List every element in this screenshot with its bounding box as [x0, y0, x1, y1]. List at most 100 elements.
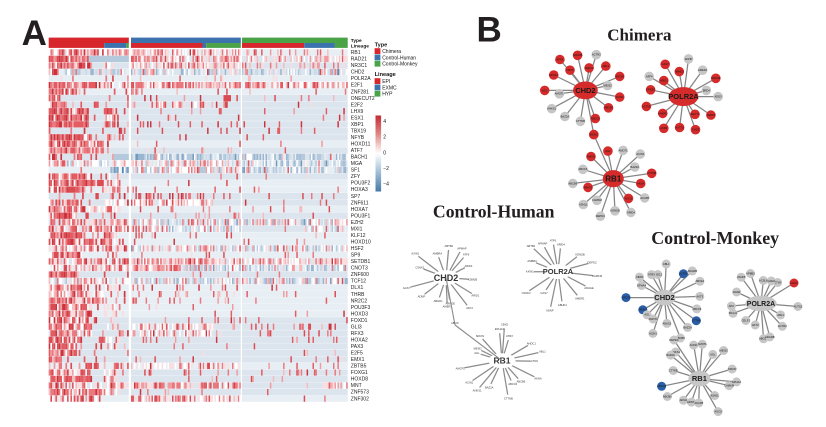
svg-text:ARID1: ARID1: [471, 294, 479, 298]
svg-text:CAMKM: CAMKM: [592, 198, 603, 202]
svg-text:ABL1: ABL1: [777, 313, 784, 317]
svg-text:CREB1: CREB1: [646, 88, 655, 92]
svg-text:ABHD1: ABHD1: [675, 70, 684, 74]
svg-text:AUTS2: AUTS2: [794, 304, 803, 308]
svg-text:ATF6: ATF6: [550, 239, 557, 243]
svg-text:SRCIN: SRCIN: [616, 74, 624, 78]
svg-text:CTTNB: CTTNB: [504, 397, 513, 401]
svg-text:ABCE1: ABCE1: [695, 279, 704, 283]
svg-text:ABCE1: ABCE1: [759, 337, 768, 341]
svg-text:MEIS2: MEIS2: [604, 84, 613, 88]
svg-text:CBX5: CBX5: [636, 275, 644, 279]
svg-text:KLF12: KLF12: [351, 233, 366, 239]
svg-text:AUTS2: AUTS2: [675, 125, 684, 129]
svg-text:CHD3: CHD3: [692, 128, 700, 132]
svg-text:HOXA7: HOXA7: [351, 207, 368, 213]
svg-text:HOXD8: HOXD8: [351, 377, 368, 383]
svg-text:CSNK2: CSNK2: [415, 265, 424, 269]
svg-text:DEPDC: DEPDC: [587, 260, 596, 264]
svg-text:LHX9: LHX9: [351, 109, 364, 115]
svg-text:ABHD1: ABHD1: [558, 303, 567, 307]
svg-text:AMBRA: AMBRA: [527, 259, 537, 263]
svg-text:AHDC1: AHDC1: [653, 272, 663, 276]
svg-text:Type: Type: [375, 42, 388, 48]
svg-text:BRD4: BRD4: [703, 88, 711, 92]
svg-text:AMOTL: AMOTL: [698, 342, 708, 346]
svg-text:Lineage: Lineage: [375, 72, 396, 78]
svg-text:ADGRB: ADGRB: [573, 53, 583, 57]
svg-text:ZNF281: ZNF281: [351, 89, 369, 95]
svg-text:BAZ2A: BAZ2A: [631, 165, 640, 169]
svg-text:CTTNB: CTTNB: [669, 368, 678, 372]
svg-text:Type: Type: [351, 38, 362, 44]
svg-text:ARID4: ARID4: [464, 264, 472, 268]
svg-text:HOXD3: HOXD3: [351, 311, 368, 317]
svg-text:SRCIN: SRCIN: [622, 296, 630, 300]
svg-text:ADNP: ADNP: [546, 309, 554, 313]
svg-text:Control-Human: Control-Human: [382, 55, 416, 61]
svg-text:NR2C2: NR2C2: [351, 298, 368, 304]
svg-text:ANKRD: ANKRD: [658, 111, 667, 115]
svg-text:BAZ2A: BAZ2A: [561, 114, 570, 118]
svg-text:AXIN1: AXIN1: [411, 252, 419, 256]
svg-text:ABCB6: ABCB6: [568, 181, 577, 185]
svg-text:ABCC6: ABCC6: [692, 307, 701, 311]
svg-text:ABCB6: ABCB6: [676, 336, 685, 340]
svg-text:BCL11: BCL11: [729, 311, 738, 315]
svg-text:ABCC6: ABCC6: [451, 322, 459, 325]
svg-text:−2: −2: [383, 166, 389, 172]
svg-text:CTTNB: CTTNB: [692, 319, 701, 323]
svg-text:ABCC6: ABCC6: [508, 382, 517, 386]
svg-text:CHD2: CHD2: [654, 293, 674, 302]
svg-text:B: B: [477, 11, 502, 50]
svg-text:CSNK2: CSNK2: [522, 291, 531, 295]
svg-text:POU3F1: POU3F1: [351, 213, 371, 219]
svg-text:ABL1: ABL1: [663, 262, 670, 266]
svg-text:AKNA: AKNA: [637, 181, 645, 185]
svg-text:ABTB2: ABTB2: [527, 244, 536, 248]
svg-text:ABL1: ABL1: [539, 350, 546, 354]
svg-text:HSF2: HSF2: [351, 246, 364, 252]
svg-text:RFX3: RFX3: [351, 331, 364, 337]
svg-text:HOXD11: HOXD11: [351, 142, 371, 148]
svg-text:MNT: MNT: [351, 383, 362, 389]
svg-text:GAS7: GAS7: [540, 291, 548, 295]
svg-text:ARNT2: ARNT2: [687, 400, 696, 404]
svg-text:ACTR2: ACTR2: [592, 53, 601, 57]
svg-text:SETDB1: SETDB1: [351, 259, 371, 265]
svg-text:ANKS1: ANKS1: [587, 154, 596, 158]
svg-text:ASH1L: ASH1L: [710, 393, 719, 397]
svg-text:ALDH1: ALDH1: [767, 279, 776, 283]
svg-text:AMOTL: AMOTL: [555, 92, 565, 96]
svg-text:EPHA4: EPHA4: [732, 380, 741, 384]
svg-text:ABCB6: ABCB6: [516, 380, 525, 384]
svg-text:ABL1: ABL1: [603, 64, 610, 68]
svg-text:TBX19: TBX19: [351, 128, 367, 134]
svg-text:APMAP: APMAP: [457, 246, 467, 250]
svg-text:EPI: EPI: [382, 79, 390, 85]
svg-text:MEIS2: MEIS2: [639, 308, 648, 312]
svg-text:ADGRB: ADGRB: [688, 269, 698, 273]
svg-text:POLR2A: POLR2A: [351, 76, 371, 82]
svg-text:AFF4: AFF4: [646, 74, 653, 78]
svg-text:ACSL6: ACSL6: [759, 278, 768, 282]
svg-text:HYP: HYP: [382, 92, 393, 98]
svg-text:ATAD5: ATAD5: [737, 275, 746, 279]
svg-text:POLR2A: POLR2A: [747, 301, 775, 308]
svg-text:ETV6: ETV6: [774, 280, 781, 284]
svg-text:ACIN1: ACIN1: [465, 381, 473, 385]
svg-text:CBX5: CBX5: [566, 68, 574, 72]
svg-text:DEPDC: DEPDC: [596, 214, 605, 218]
svg-text:CBX5: CBX5: [501, 322, 509, 326]
svg-text:AGL: AGL: [710, 352, 716, 356]
svg-text:SRCIN: SRCIN: [476, 334, 484, 338]
svg-text:ABHD1: ABHD1: [434, 299, 443, 303]
svg-text:ONECUT2: ONECUT2: [351, 96, 375, 102]
svg-text:POU3F3: POU3F3: [351, 305, 371, 311]
svg-text:ATRX: ATRX: [648, 273, 655, 277]
svg-text:ABCB6: ABCB6: [604, 106, 613, 110]
svg-text:ESX1: ESX1: [351, 115, 364, 121]
svg-text:POU3F2: POU3F2: [351, 181, 371, 187]
svg-text:EPHA4: EPHA4: [495, 327, 504, 331]
svg-text:CNOT3: CNOT3: [351, 266, 368, 272]
